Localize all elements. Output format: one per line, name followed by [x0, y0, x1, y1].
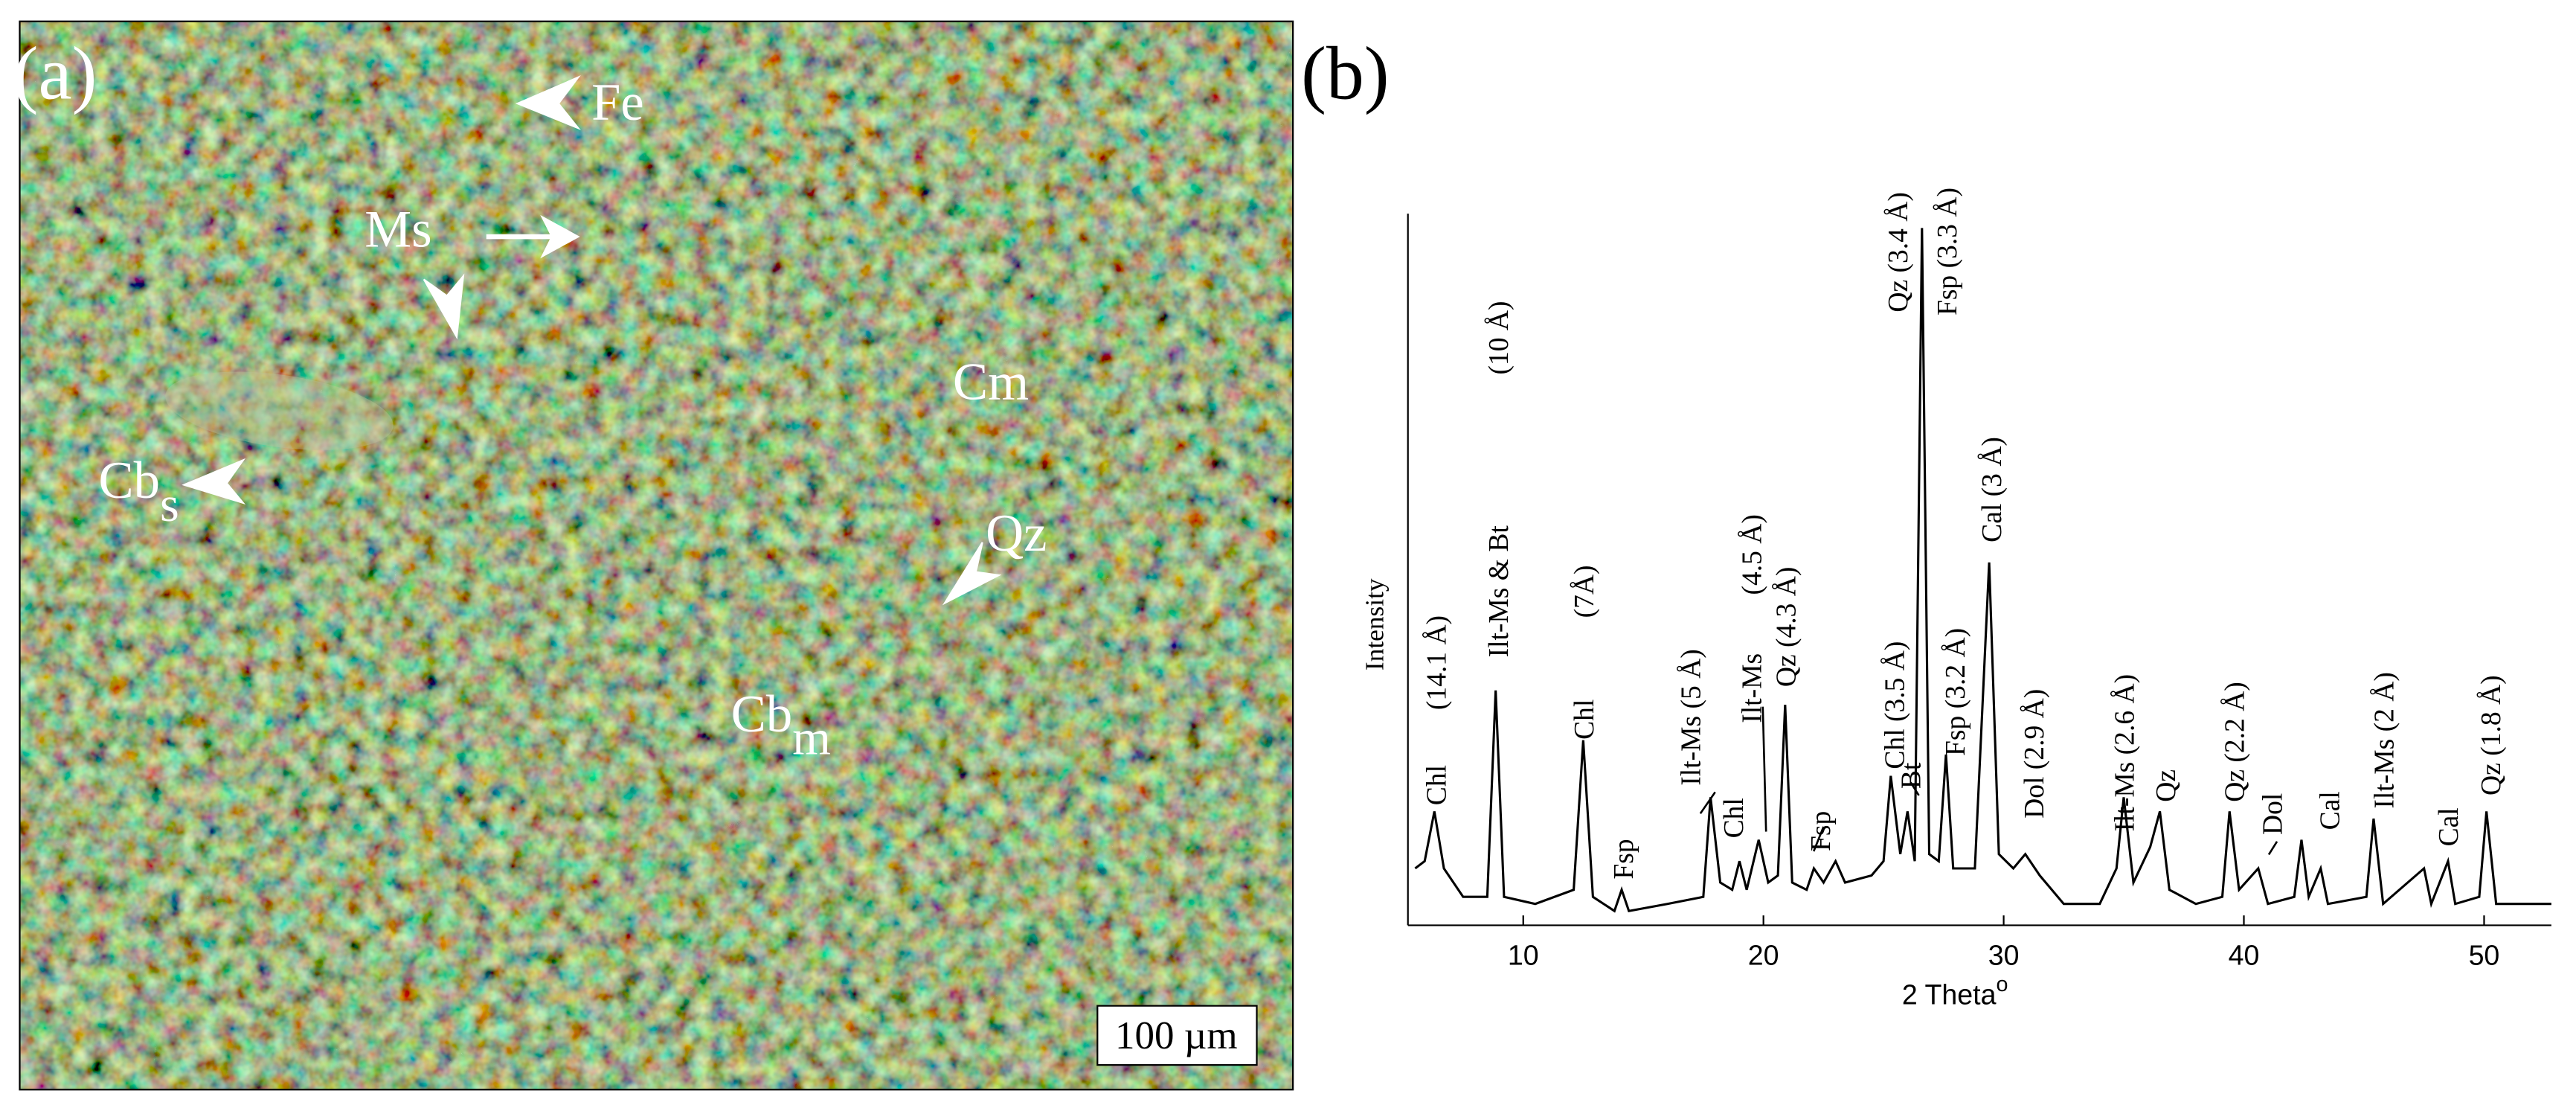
peak-label: Chl (3.5 Å) [1880, 641, 1910, 769]
micrograph [19, 20, 1294, 1091]
peak-label: Chl [1422, 765, 1452, 805]
xrd-chart: 10 20 30 40 50 2 Thetao Intensity Chl (14.1 Å) Il… [1361, 188, 2551, 1010]
x-tick-label: 30 [1988, 939, 2020, 970]
mineral-label: Fe [591, 74, 644, 132]
peak-label: Qz (2.2 Å) [2220, 682, 2251, 802]
panel-label: (a) [13, 31, 97, 115]
x-tick-label: 40 [2229, 939, 2260, 970]
x-tick-label: 50 [2469, 939, 2500, 970]
peak-label: (14.1 Å) [1422, 615, 1452, 710]
mineral-label-text: Cm [953, 353, 1029, 412]
peak-label: Fsp (3.3 Å) [1933, 188, 1963, 316]
peak-label: Cal [2316, 791, 2346, 830]
x-axis-label: 2 Thetao [1902, 973, 2008, 1011]
y-axis-label: Intensity [1361, 578, 1390, 670]
peak-label: Chl [1570, 699, 1600, 740]
peak-label: Fsp [1609, 839, 1639, 879]
peak-label: (7Å) [1570, 566, 1600, 618]
mineral-label-text: Cb [99, 452, 160, 510]
peak-arrow [1699, 791, 1716, 814]
peak-label: Ilt-Ms (2 Å) [2370, 672, 2400, 808]
peak-label: Qz (1.8 Å) [2476, 675, 2507, 795]
mineral-label: Qz [986, 505, 1047, 563]
peak-label: (10 Å) [1484, 301, 1515, 375]
mineral-label: Cbs [99, 452, 179, 532]
scale-bar-label: 100 µm [1115, 1014, 1238, 1057]
peak-label: Ilt-Ms & Bt [1484, 525, 1515, 658]
mineral-label: Cm [953, 353, 1029, 412]
peak-arrow [2267, 841, 2278, 856]
mineral-label-sub: m [792, 711, 831, 766]
x-tick-label: 10 [1508, 939, 1539, 970]
peak-label: Qz (4.3 Å) [1772, 567, 1802, 688]
mineral-label: Ms [364, 200, 431, 258]
peak-label: Cal (3 Å) [1977, 437, 2008, 542]
peak-label: Dol (2.9 Å) [2020, 689, 2050, 819]
peak-label: Dol [2258, 793, 2288, 835]
peak-label: Ilt-Ms (2.6 Å) [2110, 674, 2141, 832]
peak-label: Fsp (3.2 Å) [1941, 628, 1971, 756]
mineral-label-text: Fe [591, 74, 644, 132]
x-tick-label: 20 [1748, 939, 1779, 970]
peak-arrow [1761, 706, 1767, 832]
panel-label: (b) [1301, 31, 1389, 115]
peak-label: Ilt-Ms (5 Å) [1677, 649, 1707, 785]
arrows [182, 75, 1002, 606]
mineral-label: Cbm [731, 685, 831, 766]
peak-label: Chl [1719, 798, 1750, 838]
x-axis-label-text: 2 Theta [1902, 979, 1997, 1010]
mineral-label-sub: s [160, 478, 179, 532]
mineral-label-text: Cb [731, 685, 792, 743]
x-axis-label-sup: o [1996, 973, 2008, 996]
mineral-label-text: Qz [986, 505, 1047, 563]
peak-label: Qz (3.4 Å) [1883, 192, 1914, 313]
peak-label: Cal [2434, 807, 2464, 846]
peak-label: Qz [2151, 769, 2182, 802]
xrd-pattern [1414, 228, 2551, 913]
peak-arrow [1909, 781, 1920, 796]
peak-arrow [1813, 826, 1825, 852]
mineral-label-text: Ms [364, 200, 431, 258]
peak-label: (4.5 Å) [1737, 514, 1767, 595]
